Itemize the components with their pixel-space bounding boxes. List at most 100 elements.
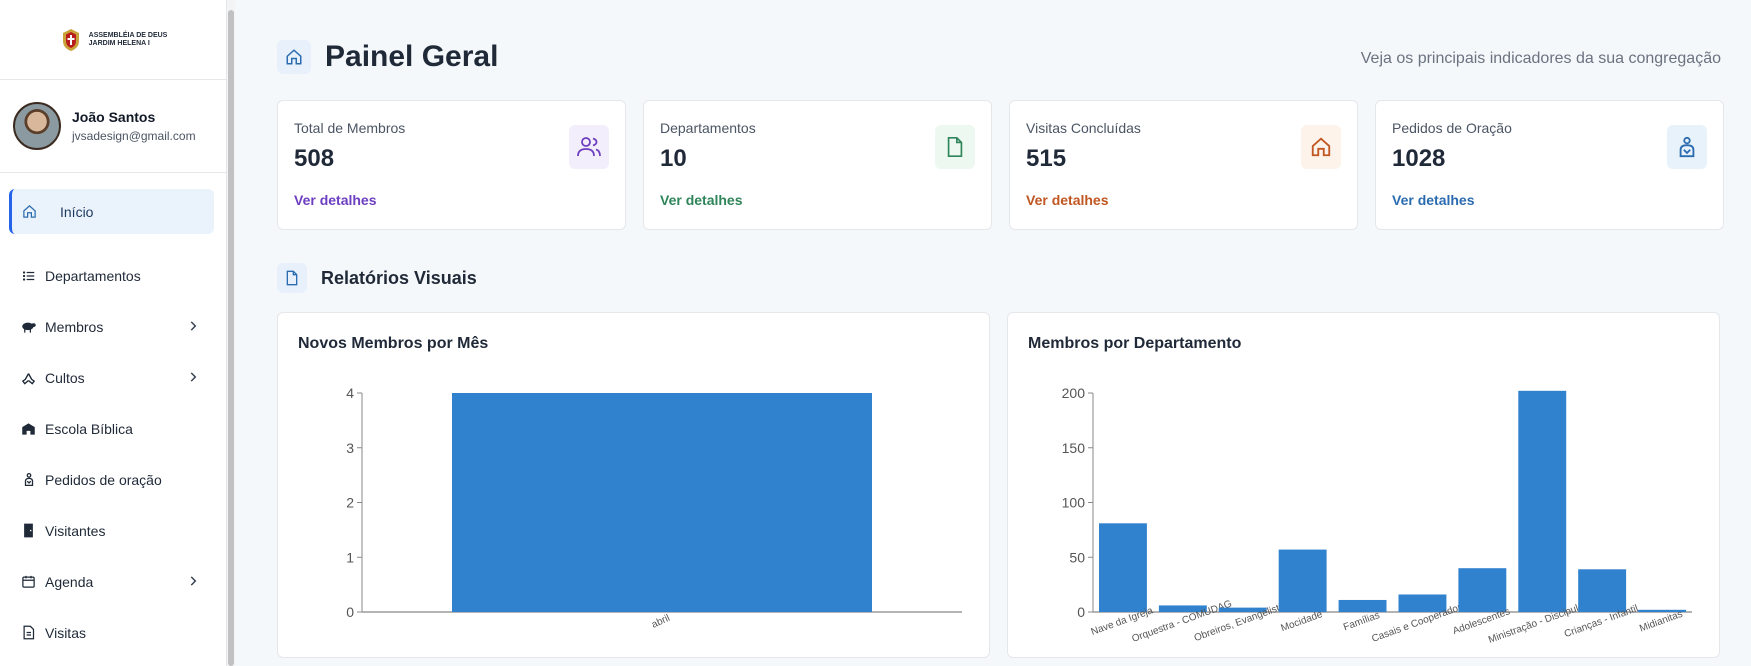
- sidebar-item-label: Escola Bíblica: [45, 420, 133, 437]
- chart-bar[interactable]: [1278, 549, 1327, 612]
- user-profile[interactable]: João Santos jvsadesign@gmail.com: [0, 80, 226, 173]
- sidebar-item-label: Início: [60, 203, 94, 220]
- card-details-link[interactable]: Ver detalhes: [294, 192, 377, 208]
- users-icon: [569, 125, 609, 169]
- x-tick-label: Midianitas: [1638, 609, 1684, 635]
- sidebar-item-cultos[interactable]: Cultos: [0, 352, 226, 403]
- praying-person-icon: [21, 472, 36, 487]
- sidebar-item-escola-biblica[interactable]: Escola Bíblica: [0, 403, 226, 454]
- novos-membros-chart: 0 1 2 3 4 abril: [346, 385, 962, 631]
- sidebar: ASSEMBLÉIA DE DEUS JARDIM HELENA I João …: [0, 0, 227, 666]
- chart-bar[interactable]: [1518, 390, 1567, 612]
- sidebar-item-label: Visitas: [45, 624, 86, 641]
- chart-bar[interactable]: [1218, 607, 1267, 612]
- y-tick-label: 4: [346, 385, 354, 401]
- card-value: 508: [294, 145, 335, 172]
- x-tick-label: abril: [650, 613, 672, 631]
- card-details-link[interactable]: Ver detalhes: [1392, 192, 1475, 208]
- home-icon: [22, 204, 37, 219]
- avatar[interactable]: [13, 102, 61, 150]
- scrollbar-thumb[interactable]: [228, 10, 234, 666]
- card-details-link[interactable]: Ver detalhes: [1026, 192, 1109, 208]
- document-icon: [277, 263, 307, 293]
- church-logo-icon: [62, 28, 79, 51]
- user-email: jvsadesign@gmail.com: [72, 129, 196, 143]
- card-value: 10: [660, 145, 687, 172]
- chart-bar[interactable]: [452, 393, 872, 612]
- y-tick-label: 150: [1062, 440, 1086, 456]
- user-name: João Santos: [72, 109, 156, 125]
- brand-line2: JARDIM HELENA I: [88, 39, 150, 47]
- y-tick-label: 1: [346, 549, 354, 565]
- sidebar-item-visitantes[interactable]: Visitantes: [0, 505, 226, 556]
- chart-bar[interactable]: [1158, 605, 1207, 612]
- y-tick-label: 100: [1062, 495, 1086, 511]
- page-subtitle: Veja os principais indicadores da sua co…: [1360, 50, 1721, 67]
- x-tick-label: Famílias: [1342, 610, 1381, 633]
- praying-hands-icon: [21, 370, 36, 385]
- sidebar-item-departamentos[interactable]: Departamentos: [0, 250, 226, 301]
- sidebar-item-label: Departamentos: [45, 267, 141, 284]
- chart-bar[interactable]: [1398, 594, 1447, 612]
- file-icon: [935, 125, 975, 169]
- sidebar-item-inicio[interactable]: Início: [9, 189, 214, 234]
- stat-cards: Total de Membros 508 Ver detalhes Depart…: [277, 100, 1724, 230]
- list-icon: [21, 268, 36, 283]
- chart-title: Membros por Departamento: [1028, 335, 1242, 352]
- chart-bar[interactable]: [1578, 569, 1627, 612]
- chart-card-membros-departamento: Membros por Departamento 0 50 100 150 200 Nav…: [1007, 312, 1720, 658]
- card-label: Total de Membros: [294, 120, 406, 136]
- chevron-right-icon: [190, 372, 197, 382]
- sidebar-item-label: Visitantes: [45, 522, 106, 539]
- section-title: Relatórios Visuais: [321, 267, 477, 288]
- stat-card-departamentos: Departamentos 10 Ver detalhes: [643, 100, 992, 230]
- sidebar-item-pedidos-de-oracao[interactable]: Pedidos de oração: [0, 454, 226, 505]
- stat-card-visitas-concluidas: Visitas Concluídas 515 Ver detalhes: [1009, 100, 1358, 230]
- stat-card-total-membros: Total de Membros 508 Ver detalhes: [277, 100, 626, 230]
- school-icon: [21, 421, 36, 436]
- chevron-right-icon: [190, 321, 197, 331]
- home-icon: [1301, 125, 1341, 169]
- card-value: 515: [1026, 145, 1067, 172]
- sidebar-item-membros[interactable]: Membros: [0, 301, 226, 352]
- sheep-icon: [21, 319, 36, 334]
- y-tick-label: 50: [1069, 549, 1085, 565]
- main-content: Painel Geral Veja os principais indicado…: [235, 0, 1751, 666]
- sidebar-item-agenda[interactable]: Agenda: [0, 556, 226, 607]
- home-icon: [277, 40, 311, 74]
- chevron-right-icon: [190, 576, 197, 586]
- y-tick-label: 0: [1077, 604, 1085, 620]
- calendar-icon: [21, 574, 36, 589]
- sidebar-item-label: Cultos: [45, 369, 85, 386]
- card-label: Departamentos: [660, 120, 756, 136]
- sidebar-item-label: Agenda: [45, 573, 94, 590]
- chart-bar[interactable]: [1458, 568, 1507, 612]
- chart-bar[interactable]: [1338, 599, 1387, 612]
- chart-title: Novos Membros por Mês: [298, 335, 489, 352]
- card-label: Pedidos de Oração: [1392, 120, 1512, 136]
- stat-card-pedidos-oracao: Pedidos de Oração 1028 Ver detalhes: [1375, 100, 1724, 230]
- y-tick-label: 2: [346, 495, 354, 511]
- sidebar-nav: Início Departamentos Membros Cultos: [0, 173, 226, 658]
- sidebar-item-visitas[interactable]: Visitas: [0, 607, 226, 658]
- sidebar-item-label: Membros: [45, 318, 104, 335]
- sidebar-scrollbar[interactable]: [227, 0, 235, 666]
- logo[interactable]: ASSEMBLÉIA DE DEUS JARDIM HELENA I: [0, 0, 226, 80]
- card-value: 1028: [1392, 145, 1446, 172]
- chart-bar[interactable]: [1098, 523, 1147, 612]
- card-label: Visitas Concluídas: [1026, 120, 1141, 136]
- document-icon: [21, 625, 36, 640]
- brand-line1: ASSEMBLÉIA DE DEUS: [88, 31, 168, 39]
- sidebar-item-label: Pedidos de oração: [45, 471, 162, 488]
- praying-person-icon: [1667, 125, 1707, 169]
- x-tick-label: Mocidade: [1280, 609, 1325, 634]
- door-icon: [21, 523, 36, 538]
- y-tick-label: 200: [1062, 385, 1086, 401]
- chart-bar[interactable]: [1638, 609, 1687, 612]
- y-tick-label: 3: [346, 440, 354, 456]
- card-details-link[interactable]: Ver detalhes: [660, 192, 743, 208]
- chart-card-novos-membros: Novos Membros por Mês 0 1 2 3 4 abril: [277, 312, 990, 658]
- page-title: Painel Geral: [325, 40, 499, 73]
- y-tick-label: 0: [346, 604, 354, 620]
